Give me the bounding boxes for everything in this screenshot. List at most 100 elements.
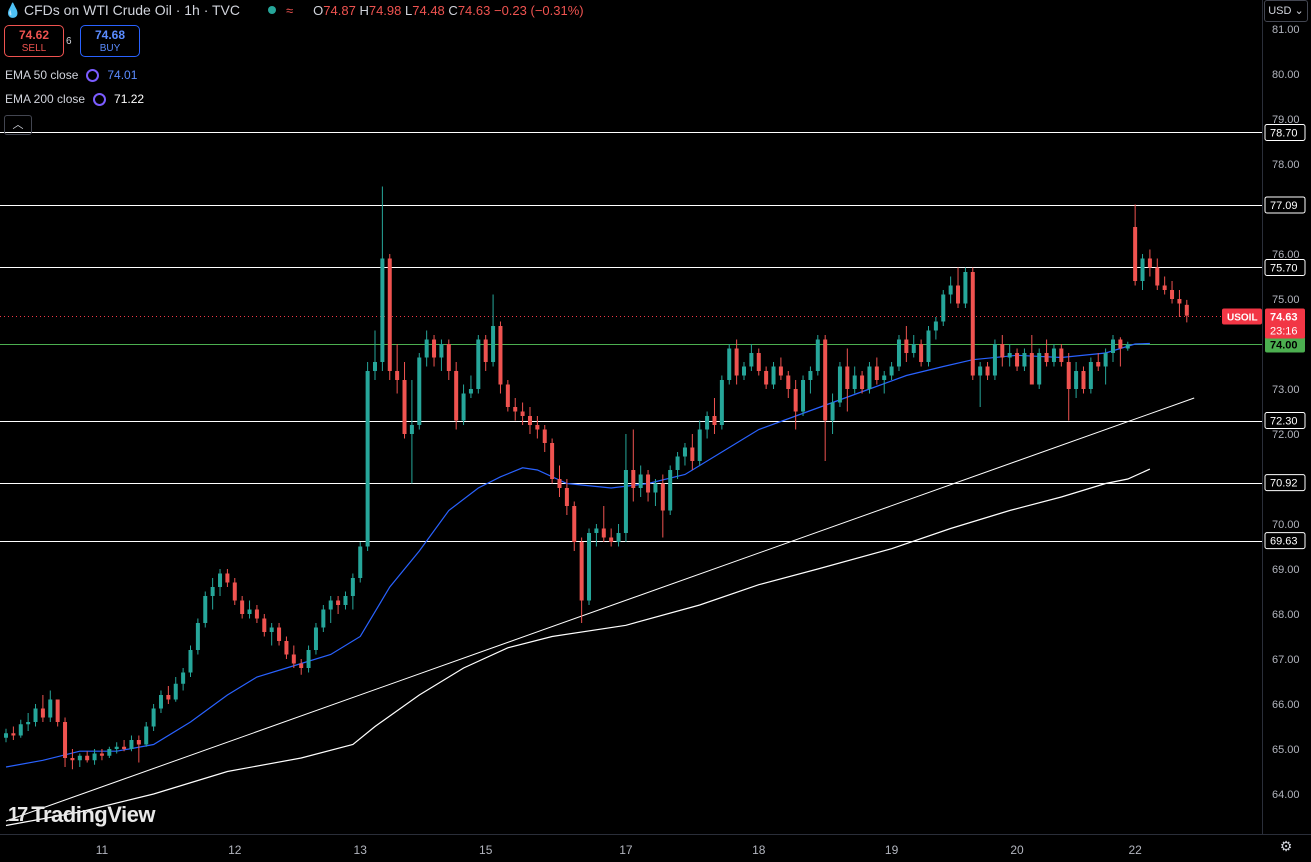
collapse-icon[interactable]: ︿ — [4, 115, 32, 135]
candle — [904, 326, 909, 362]
chevron-down-icon: ⌄ — [1294, 5, 1304, 17]
currency-selector[interactable]: USD ⌄ — [1264, 0, 1308, 22]
candle-body — [1022, 353, 1027, 367]
time-axis[interactable]: 11 12 13 15 17 18 19 20 22 — [0, 834, 1311, 858]
time-tick-label: 12 — [228, 843, 242, 857]
candle — [705, 411, 710, 439]
candle — [631, 429, 636, 502]
candle — [963, 267, 968, 308]
level-tag[interactable] — [1264, 196, 1306, 214]
level-tag-label: 77.09 — [1270, 200, 1298, 212]
price-axis[interactable]: 81.0080.0079.0078.0077.0076.0075.0074.00… — [1222, 0, 1311, 862]
candle-body — [240, 600, 245, 614]
candle — [4, 728, 8, 743]
level-tag-label: 69.63 — [1270, 536, 1298, 548]
candle-body — [601, 528, 606, 538]
drop-icon: 💧 — [4, 1, 22, 18]
chart-header: 💧 CFDs on WTI Crude Oil · 1h · TVC ≈ O74… — [4, 0, 584, 20]
candle-body — [1096, 362, 1101, 367]
price-axis-bg — [1262, 0, 1311, 862]
status-dot-icon — [268, 6, 277, 14]
candle — [299, 659, 304, 675]
candle — [572, 501, 577, 551]
refresh-icon[interactable] — [93, 92, 107, 106]
candle-body — [705, 416, 710, 430]
time-tick-label: 20 — [1010, 843, 1024, 857]
price-tick-label: 80.00 — [1272, 69, 1300, 81]
tradingview-logo: 17 TradingView — [8, 802, 155, 828]
level-tag[interactable] — [1264, 412, 1306, 429]
buy-button[interactable]: 74.68 BUY — [80, 25, 140, 57]
candle-body — [122, 746, 127, 749]
level-tag[interactable] — [1264, 124, 1306, 141]
candle-body — [1118, 339, 1123, 349]
ema200-legend[interactable]: EMA 200 close 71.22 — [5, 92, 144, 106]
candle — [852, 366, 857, 394]
candle-body — [380, 258, 385, 362]
candle — [1162, 276, 1167, 295]
candle — [195, 618, 200, 655]
time-tick-label: 11 — [96, 843, 109, 857]
candle-body — [963, 272, 968, 304]
candle — [491, 294, 496, 367]
candle — [505, 380, 510, 412]
candle-body — [468, 389, 473, 394]
candle — [682, 443, 687, 466]
level-tag[interactable] — [1264, 474, 1306, 492]
candle-body — [26, 722, 31, 725]
candle — [933, 317, 938, 340]
candle — [1015, 348, 1020, 371]
trendline[interactable] — [5, 397, 1195, 822]
candle — [11, 726, 16, 740]
candle-body — [609, 537, 614, 542]
time-tick-label: 19 — [885, 843, 899, 857]
candle-body — [409, 425, 414, 434]
candle — [771, 362, 776, 389]
candle-body — [594, 528, 599, 533]
candle-body — [306, 650, 311, 668]
sell-button[interactable]: 74.62 SELL — [4, 25, 64, 57]
current-level-tag[interactable] — [1265, 336, 1305, 353]
candle-body — [764, 371, 769, 385]
candle — [48, 690, 53, 722]
candle-body — [92, 753, 97, 761]
candle — [92, 749, 97, 765]
price-tick-label: 73.00 — [1272, 384, 1300, 396]
candle-body — [1029, 353, 1034, 385]
ema50-legend[interactable]: EMA 50 close 74.01 — [5, 68, 137, 82]
candle — [55, 699, 60, 727]
candle — [210, 578, 215, 610]
last-price-tag[interactable] — [1265, 308, 1305, 339]
candle — [1044, 339, 1049, 367]
candle — [114, 742, 119, 754]
candle — [860, 371, 865, 394]
watermark-text: TradingView — [31, 802, 155, 827]
candle-body — [896, 339, 901, 367]
symbol-tag[interactable] — [1222, 308, 1262, 325]
candle — [941, 290, 946, 326]
candle-body — [793, 389, 798, 412]
candle-body — [1000, 344, 1005, 358]
symbol-title[interactable]: CFDs on WTI Crude Oil · 1h · TVC — [24, 2, 241, 18]
level-tag[interactable] — [1264, 259, 1306, 276]
candle — [269, 623, 274, 646]
candle-body — [151, 708, 156, 727]
candle — [668, 465, 673, 515]
spread-value: 6 — [66, 36, 72, 47]
candle — [557, 465, 562, 497]
candle-body — [1133, 227, 1138, 281]
refresh-icon[interactable] — [86, 68, 100, 82]
candle — [254, 605, 259, 623]
candle — [77, 753, 82, 767]
candle-body — [129, 740, 134, 749]
horizontal-levels[interactable] — [0, 132, 1262, 542]
candle-body — [904, 339, 909, 353]
level-tag[interactable] — [1264, 532, 1306, 550]
candle — [985, 362, 990, 380]
candle — [801, 375, 806, 416]
candle-body — [653, 483, 658, 493]
gear-icon[interactable]: ⚙ — [1279, 838, 1293, 854]
candle — [956, 267, 961, 308]
candle — [1140, 254, 1145, 290]
